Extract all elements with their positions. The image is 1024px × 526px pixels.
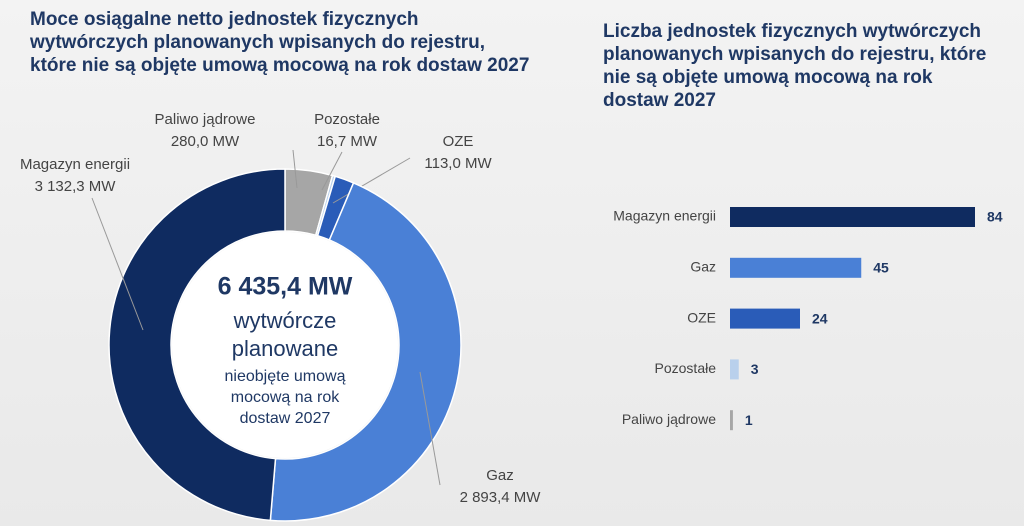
chart-title: planowanych wpisanych do rejestru, które	[603, 44, 986, 65]
slice-value-label: 2 893,4 MW	[460, 489, 542, 506]
bar	[730, 257, 862, 278]
chart-title: które nie są objęte umową mocową na rok …	[30, 55, 529, 76]
chart-title: Liczba jednostek fizycznych wytwórczych	[603, 21, 981, 42]
slice-value-label: 16,7 MW	[317, 133, 378, 150]
center-text: wytwórcze	[233, 308, 337, 333]
slice-label: Gaz	[486, 467, 514, 484]
slice-label: Pozostałe	[314, 111, 380, 128]
center-text: planowane	[232, 336, 338, 361]
chart-title: Moce osiągalne netto jednostek fizycznyc…	[30, 9, 419, 30]
value-label: 24	[812, 310, 828, 326]
chart-title: wytwórczych planowanych wpisanych do rej…	[29, 32, 485, 53]
leader-line	[292, 149, 298, 189]
bar	[730, 410, 733, 431]
category-label: Pozostałe	[655, 360, 717, 376]
center-text: nieobjęte umową	[225, 368, 346, 385]
center-title: 6 435,4 MW	[218, 273, 353, 301]
slice-value-label: 280,0 MW	[171, 133, 240, 150]
center-text: dostaw 2027	[240, 410, 331, 427]
value-label: 1	[745, 412, 753, 428]
value-label: 45	[873, 260, 889, 276]
chart-title: dostaw 2027	[603, 90, 716, 111]
slice-label: Magazyn energii	[20, 156, 130, 173]
slice-label: Paliwo jądrowe	[155, 111, 256, 128]
value-label: 3	[751, 361, 759, 377]
leader-line	[321, 151, 343, 191]
category-label: Gaz	[690, 259, 716, 275]
bar	[730, 207, 975, 227]
bar	[730, 308, 800, 329]
category-label: Magazyn energii	[613, 208, 716, 224]
donut-slice	[108, 168, 286, 522]
value-label: 84	[987, 209, 1003, 225]
leader-line	[419, 371, 441, 486]
donut-hole	[172, 232, 398, 458]
chart-title: nie są objęte umową mocową na rok	[603, 67, 933, 88]
category-label: Paliwo jądrowe	[622, 411, 716, 427]
leader-line	[332, 157, 411, 204]
slice-value-label: 113,0 MW	[424, 155, 492, 172]
center-text: mocową na rok	[231, 389, 340, 406]
leader-line	[91, 197, 144, 331]
bar	[730, 359, 739, 380]
donut-slice	[269, 181, 462, 522]
slice-value-label: 3 132,3 MW	[35, 178, 117, 195]
slice-label: OZE	[443, 133, 474, 150]
category-label: OZE	[687, 309, 716, 325]
